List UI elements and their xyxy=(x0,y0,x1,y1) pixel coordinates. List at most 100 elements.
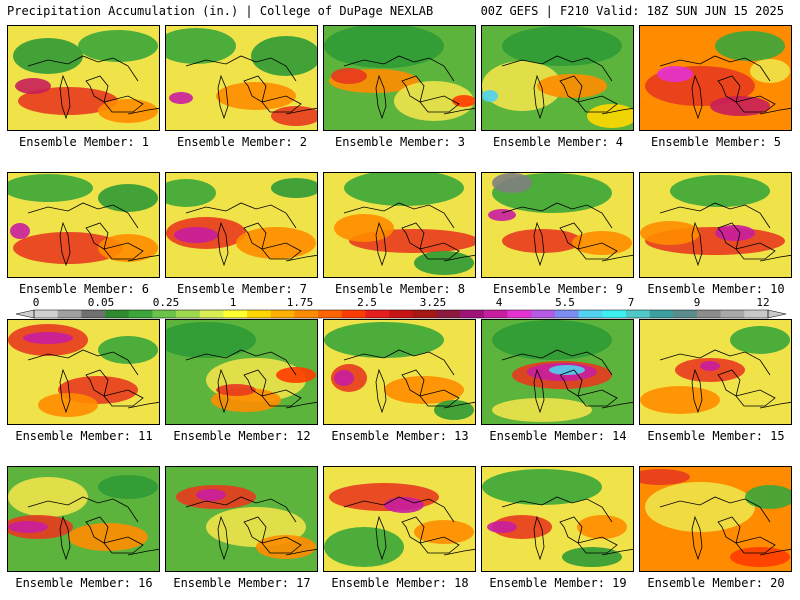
precip-blob xyxy=(271,178,317,198)
colorbar-swatch xyxy=(128,310,153,318)
precip-blob xyxy=(488,209,516,221)
colorbar-swatch xyxy=(270,310,295,318)
ensemble-member-label: Ensemble Member: 16 xyxy=(15,576,153,590)
precip-blob xyxy=(730,326,790,354)
ensemble-member-map-10 xyxy=(639,172,792,278)
colorbar-swatch xyxy=(57,310,82,318)
great-lakes-outline xyxy=(343,202,475,267)
precip-blob xyxy=(166,28,236,64)
great-lakes-outline xyxy=(27,349,159,414)
precip-blob xyxy=(216,384,256,396)
ensemble-member-label: Ensemble Member: 1 xyxy=(18,135,150,149)
ensemble-member-label: Ensemble Member: 14 xyxy=(489,429,627,443)
great-lakes-outline xyxy=(501,349,633,414)
colorbar-tick-label: 7 xyxy=(627,296,635,309)
precip-blob xyxy=(492,398,592,422)
precipitation-colorbar xyxy=(16,309,786,319)
great-lakes-outline xyxy=(343,55,475,120)
ensemble-member-map-19 xyxy=(481,466,634,572)
precip-blob xyxy=(174,227,218,243)
ensemble-member-label: Ensemble Member: 2 xyxy=(176,135,308,149)
precip-blob xyxy=(710,96,770,116)
precip-blob xyxy=(657,66,693,82)
precip-blob xyxy=(166,322,256,358)
great-lakes-outline xyxy=(343,496,475,561)
precip-blob xyxy=(414,520,474,544)
colorbar-swatch xyxy=(531,310,556,318)
colorbar-tick-label: 2.5 xyxy=(357,296,377,309)
ensemble-member-map-8 xyxy=(323,172,476,278)
precip-blob xyxy=(745,485,791,509)
precip-blob xyxy=(384,497,424,513)
precip-blob xyxy=(236,227,316,259)
great-lakes-outline xyxy=(343,349,475,414)
colorbar-swatch xyxy=(744,310,769,318)
ensemble-member-label: Ensemble Member: 8 xyxy=(334,282,466,296)
colorbar-right-arrow xyxy=(767,309,786,319)
precip-blob xyxy=(640,386,720,414)
precip-blob xyxy=(645,482,755,532)
ensemble-member-map-17 xyxy=(165,466,318,572)
great-lakes-outline xyxy=(27,496,159,561)
ensemble-member-map-11 xyxy=(7,319,160,425)
precip-blob xyxy=(750,59,790,83)
precip-blob xyxy=(8,174,93,202)
precip-blob xyxy=(537,74,607,98)
precip-blob xyxy=(166,179,216,207)
precip-blob xyxy=(577,515,627,539)
colorbar-swatch xyxy=(578,310,603,318)
colorbar-tick-label: 12 xyxy=(756,296,770,309)
precip-blob xyxy=(98,99,158,123)
great-lakes-outline xyxy=(659,349,791,414)
great-lakes-outline xyxy=(659,55,791,120)
ensemble-member-map-6 xyxy=(7,172,160,278)
colorbar-swatch xyxy=(389,310,414,318)
ensemble-member-label: Ensemble Member: 5 xyxy=(650,135,782,149)
precip-blob xyxy=(394,81,474,121)
ensemble-member-label: Ensemble Member: 17 xyxy=(173,576,311,590)
precip-blob xyxy=(324,527,404,567)
colorbar-swatch xyxy=(176,310,201,318)
ensemble-member-map-3 xyxy=(323,25,476,131)
ensemble-member-label: Ensemble Member: 4 xyxy=(492,135,624,149)
colorbar-tick-label: 9 xyxy=(693,296,701,309)
ensemble-member-label: Ensemble Member: 18 xyxy=(331,576,469,590)
precip-blob xyxy=(482,61,562,111)
precip-blob xyxy=(98,475,158,499)
precip-blob xyxy=(730,547,790,567)
colorbar-swatch xyxy=(412,310,437,318)
precip-blob xyxy=(640,221,700,245)
colorbar-swatch xyxy=(318,310,343,318)
precip-blob xyxy=(452,95,475,107)
colorbar-tick-label: 1 xyxy=(229,296,237,309)
colorbar-swatch xyxy=(673,310,698,318)
precip-blob xyxy=(562,547,622,567)
precip-blob xyxy=(216,82,296,110)
precip-blob xyxy=(715,225,755,241)
precip-blob xyxy=(169,92,193,104)
colorbar-swatch xyxy=(223,310,248,318)
ensemble-member-label: Ensemble Member: 19 xyxy=(489,576,627,590)
precip-blob xyxy=(670,175,770,207)
precip-blob xyxy=(434,400,474,420)
precip-blob xyxy=(482,90,498,102)
precip-blob xyxy=(98,336,158,364)
colorbar-swatch xyxy=(81,310,106,318)
precip-blob xyxy=(10,223,30,239)
precip-blob xyxy=(196,489,226,501)
precip-blob xyxy=(487,521,517,533)
ensemble-member-label: Ensemble Member: 13 xyxy=(331,429,469,443)
colorbar-swatch xyxy=(436,310,461,318)
colorbar-tick-label: 4 xyxy=(495,296,503,309)
precip-blob xyxy=(324,26,444,68)
ensemble-member-label: Ensemble Member: 15 xyxy=(647,429,785,443)
ensemble-member-map-13 xyxy=(323,319,476,425)
great-lakes-outline xyxy=(185,202,317,267)
colorbar-swatch xyxy=(341,310,366,318)
ensemble-member-label: Ensemble Member: 9 xyxy=(492,282,624,296)
colorbar-tick-label: 5.5 xyxy=(555,296,575,309)
precip-blob xyxy=(492,173,532,193)
precip-blob xyxy=(23,332,73,344)
great-lakes-outline xyxy=(659,202,791,267)
precip-blob xyxy=(98,184,158,212)
